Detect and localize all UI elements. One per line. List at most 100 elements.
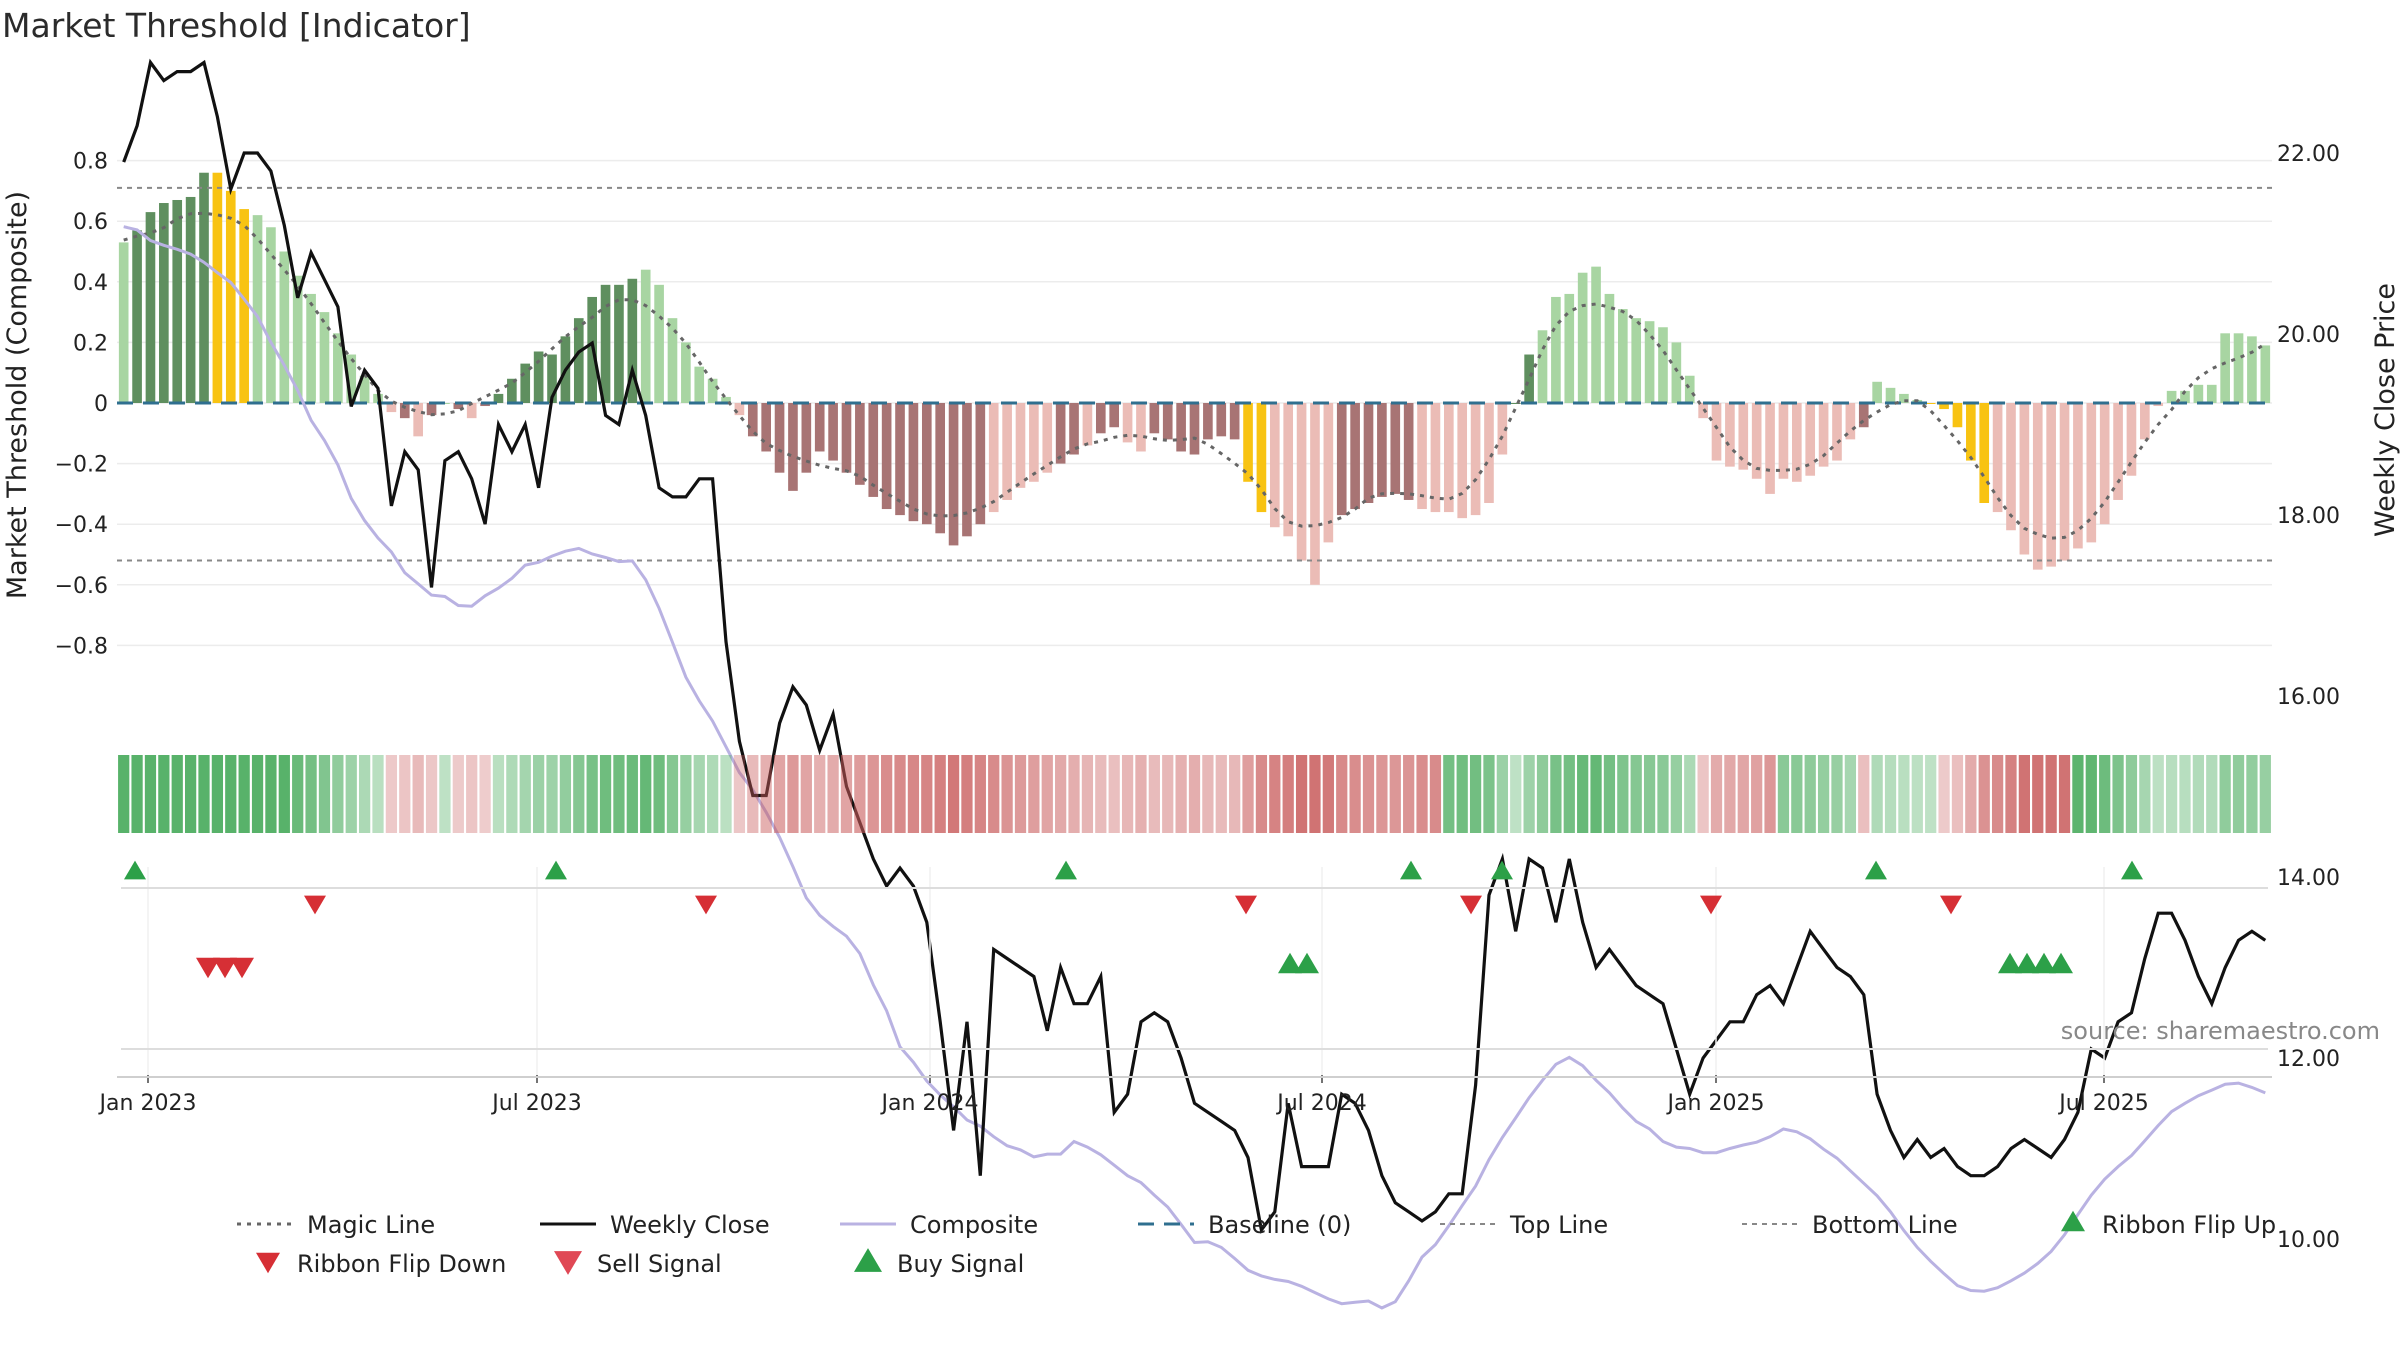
ribbon-cell xyxy=(1389,755,1401,833)
ribbon-cell xyxy=(2179,755,2191,833)
composite-bar xyxy=(895,403,905,516)
ribbon-cell xyxy=(1630,755,1642,833)
ribbon-cell xyxy=(1081,755,1094,833)
composite-bar xyxy=(761,403,771,452)
ribbon-cell xyxy=(599,755,612,833)
composite-bar xyxy=(788,403,798,491)
ribbon-cell xyxy=(385,755,398,833)
ribbon-cell xyxy=(318,755,331,833)
ribbon-cell xyxy=(559,755,572,833)
ribbon-flip-up-marker xyxy=(545,860,567,880)
composite-bar xyxy=(1283,403,1294,537)
composite-bar xyxy=(1671,342,1682,403)
ribbon-cell xyxy=(1282,755,1294,833)
ribbon-cell xyxy=(238,755,250,833)
legend-symbol-flip-up xyxy=(2061,1210,2085,1232)
composite-bar xyxy=(801,403,812,473)
x-tick-label: Jul 2023 xyxy=(490,1091,582,1116)
ribbon-cell xyxy=(1068,755,1080,833)
ribbon-cell xyxy=(707,755,719,833)
composite-bar xyxy=(1845,403,1856,440)
ribbon-cell xyxy=(1817,755,1830,833)
ribbon-cell xyxy=(1055,755,1067,833)
composite-bar xyxy=(1229,403,1240,440)
composite-bar xyxy=(734,403,745,416)
ribbon-cell xyxy=(144,755,157,833)
composite-bar xyxy=(2059,403,2070,561)
composite-bar xyxy=(1872,381,1882,403)
composite-bar xyxy=(1510,403,1521,404)
composite-bar xyxy=(1858,403,1869,428)
ribbon-cell xyxy=(412,755,424,833)
legend-label: Bottom Line xyxy=(1812,1211,1958,1239)
ribbon-cell xyxy=(1376,755,1388,833)
ribbon-cell xyxy=(1510,755,1522,833)
ribbon-cell xyxy=(1951,755,1964,833)
composite-bar xyxy=(2233,333,2244,403)
ribbon-cell xyxy=(1858,755,1870,833)
composite-bar xyxy=(1350,403,1360,510)
ribbon-cell xyxy=(359,755,371,833)
ribbon-cell xyxy=(881,755,893,833)
composite-bar xyxy=(1537,330,1548,403)
ribbon-cell xyxy=(1737,755,1749,833)
composite-bar xyxy=(841,403,852,473)
composite-bar xyxy=(1029,403,1039,482)
composite-bar xyxy=(1403,403,1414,500)
sell-signal-marker xyxy=(196,957,220,979)
buy-signal-marker xyxy=(2049,952,2073,974)
composite-bar xyxy=(185,196,196,403)
composite-bar xyxy=(1966,403,1976,461)
ribbon-cell xyxy=(2032,755,2044,833)
ribbon-cell xyxy=(800,755,812,833)
composite-bar xyxy=(654,284,664,403)
composite-bar xyxy=(721,396,731,403)
buy-signal-marker xyxy=(1295,952,1319,974)
ribbon-cell xyxy=(439,755,451,833)
composite-bar xyxy=(1042,403,1053,473)
composite-bar xyxy=(1524,354,1534,403)
source-label: source: sharemaestro.com xyxy=(2061,1017,2380,1045)
composite-bar xyxy=(774,403,785,473)
ribbon-cell xyxy=(947,755,960,833)
composite-bar xyxy=(547,354,557,403)
ribbon-cell xyxy=(211,755,224,833)
composite-bar xyxy=(1189,403,1200,455)
sell-signal-marker xyxy=(213,957,237,979)
ribbon-cell xyxy=(586,755,598,833)
ribbon-cell xyxy=(1764,755,1776,833)
signal-rows xyxy=(124,860,2143,1275)
ribbon-cell xyxy=(1791,755,1803,833)
legend-label: Ribbon Flip Up xyxy=(2102,1211,2276,1239)
composite-bar xyxy=(573,318,584,403)
legend: Magic Line Weekly Close Composite Baseline … xyxy=(237,1211,2276,1278)
ribbon-cell xyxy=(466,755,478,833)
ribbon-cell xyxy=(2259,755,2271,833)
composite-bar xyxy=(1363,403,1374,503)
legend-label: Weekly Close xyxy=(610,1211,770,1239)
ribbon-cell xyxy=(1911,755,1923,833)
ribbon-cell xyxy=(2139,755,2151,833)
legend-label: Ribbon Flip Down xyxy=(297,1250,506,1278)
ribbon-cell xyxy=(1550,755,1562,833)
ribbon-cell xyxy=(1336,755,1348,833)
ribbon-cell xyxy=(1938,755,1950,833)
composite-bar xyxy=(2260,345,2271,403)
y-tick-label: 0 xyxy=(94,392,108,417)
ribbon-cell xyxy=(640,755,652,833)
ribbon-cell xyxy=(2099,755,2111,833)
ribbon-cell xyxy=(533,755,545,833)
ribbon-cell xyxy=(1255,755,1268,833)
composite-bar xyxy=(1738,403,1749,470)
ribbon-cell xyxy=(1871,755,1883,833)
composite-bar xyxy=(292,275,303,403)
legend-symbol-flip-down xyxy=(256,1252,280,1274)
ribbon-flip-up-marker xyxy=(1865,860,1887,880)
composite-bar xyxy=(868,403,879,497)
composite-bar xyxy=(1765,403,1775,494)
ribbon-cell xyxy=(840,755,853,833)
y-tick-label: 0.6 xyxy=(73,210,108,235)
ribbon-cell xyxy=(1670,755,1682,833)
ribbon-cell xyxy=(479,755,491,833)
ribbon-cell xyxy=(1001,755,1013,833)
